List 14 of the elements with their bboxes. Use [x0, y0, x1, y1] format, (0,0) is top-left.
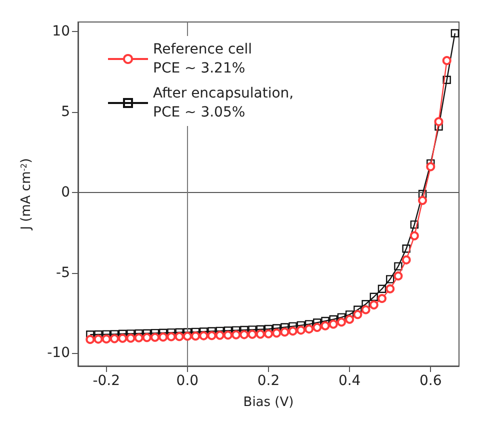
legend-label: After encapsulation, PCE ~ 3.05% — [153, 86, 294, 120]
y-tick-label: -10 — [47, 345, 70, 362]
y-tick-label: 5 — [61, 104, 70, 120]
x-axis-title: Bias (V) — [243, 395, 294, 410]
y-tick-label: -5 — [56, 264, 70, 281]
x-tick-label: 0.2 — [257, 373, 280, 389]
y-tick-label: 0 — [61, 184, 70, 200]
x-tick-label: 0.0 — [176, 373, 199, 389]
x-tick-label: 0.4 — [338, 373, 361, 389]
y-axis-title: J (mA cm-2) — [19, 158, 34, 231]
x-tick-label: 0.6 — [419, 373, 442, 389]
y-tick-label: 10 — [52, 24, 70, 40]
legend-label: Reference cell PCE ~ 3.21% — [153, 42, 252, 76]
x-tick-label: -0.2 — [92, 373, 120, 389]
